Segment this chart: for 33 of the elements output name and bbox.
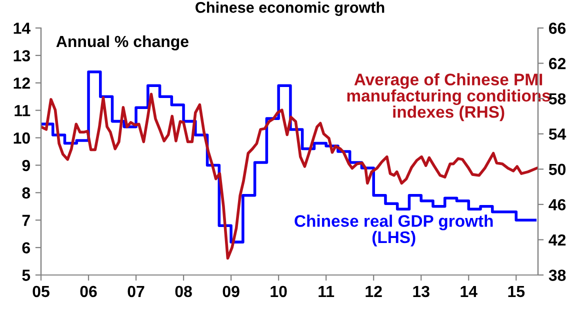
y-tick-label: 13 <box>14 50 30 62</box>
y-tick-label: 12 <box>14 78 30 89</box>
y-tick-label: 14 <box>14 22 30 34</box>
y2-tick-label: 58 <box>548 93 566 105</box>
y-tick-label: 8 <box>22 187 30 199</box>
x-tick-label: 14 <box>460 286 478 297</box>
y-tick-label: 10 <box>14 132 30 144</box>
series-label: Average of Chinese PMI manufacturing conditions indexes (RHS) <box>347 73 550 122</box>
y-tick-label: 5 <box>22 270 30 281</box>
x-tick-label: 09 <box>222 286 240 298</box>
y2-tick-label: 62 <box>549 58 566 70</box>
y-tick-label: 6 <box>22 242 30 254</box>
y2-tick-label: 38 <box>548 270 566 281</box>
y2-tick-label: 42 <box>548 234 566 246</box>
x-tick-label: 12 <box>366 286 382 297</box>
y-tick-label: 11 <box>14 105 30 116</box>
x-tick-label: 11 <box>318 286 334 297</box>
series-label: Chinese real GDP growth (LHS) <box>294 214 493 246</box>
annotation: Annual % change <box>56 35 188 50</box>
y2-tick-label: 54 <box>548 128 566 140</box>
y-tick-label: 7 <box>22 214 30 226</box>
x-tick-label: 13 <box>413 286 430 298</box>
y2-tick-label: 50 <box>548 164 566 176</box>
x-tick-label: 10 <box>270 286 287 298</box>
x-tick-label: 15 <box>508 286 525 298</box>
x-tick-label: 05 <box>32 286 50 298</box>
x-tick-label: 08 <box>175 286 192 298</box>
y2-tick-label: 46 <box>548 199 566 210</box>
x-tick-label: 06 <box>80 286 97 298</box>
chart-title: Chinese economic growth <box>196 2 384 16</box>
y-tick-label: 9 <box>22 160 30 172</box>
x-tick-label: 07 <box>128 286 144 298</box>
y2-tick-label: 66 <box>549 22 566 34</box>
